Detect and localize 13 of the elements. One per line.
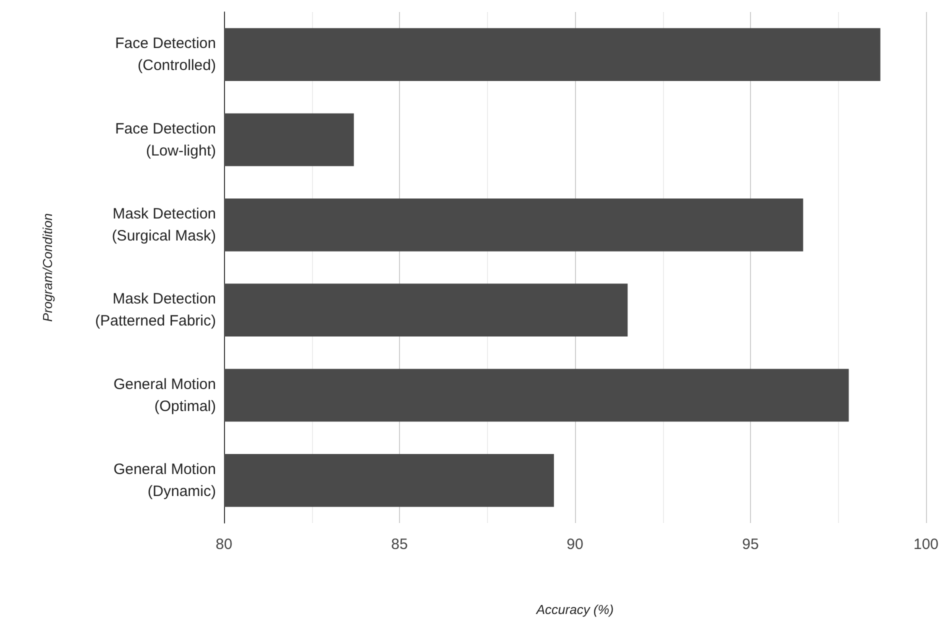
y-tick-label: General Motion (Optimal) — [113, 376, 216, 415]
x-tick-label: 85 — [391, 536, 408, 553]
y-tick-label: General Motion (Dynamic) — [113, 460, 216, 500]
y-tick-label: Mask Detection (Surgical Mask) — [112, 205, 216, 244]
y-tick-label: Face Detection (Controlled) — [115, 35, 216, 74]
y-tick-label: Face Detection (Low-light) — [115, 120, 216, 160]
x-tick-label: 90 — [566, 536, 584, 553]
x-tick-label: 80 — [216, 536, 232, 553]
y-axis-title: Program/Condition — [40, 213, 55, 322]
x-tick-label: 100 — [913, 536, 939, 553]
x-axis-title: Accuracy (%) — [535, 602, 614, 617]
x-tick-label: 95 — [742, 536, 759, 553]
y-tick-label: Mask Detection (Patterned Fabric) — [95, 290, 216, 330]
